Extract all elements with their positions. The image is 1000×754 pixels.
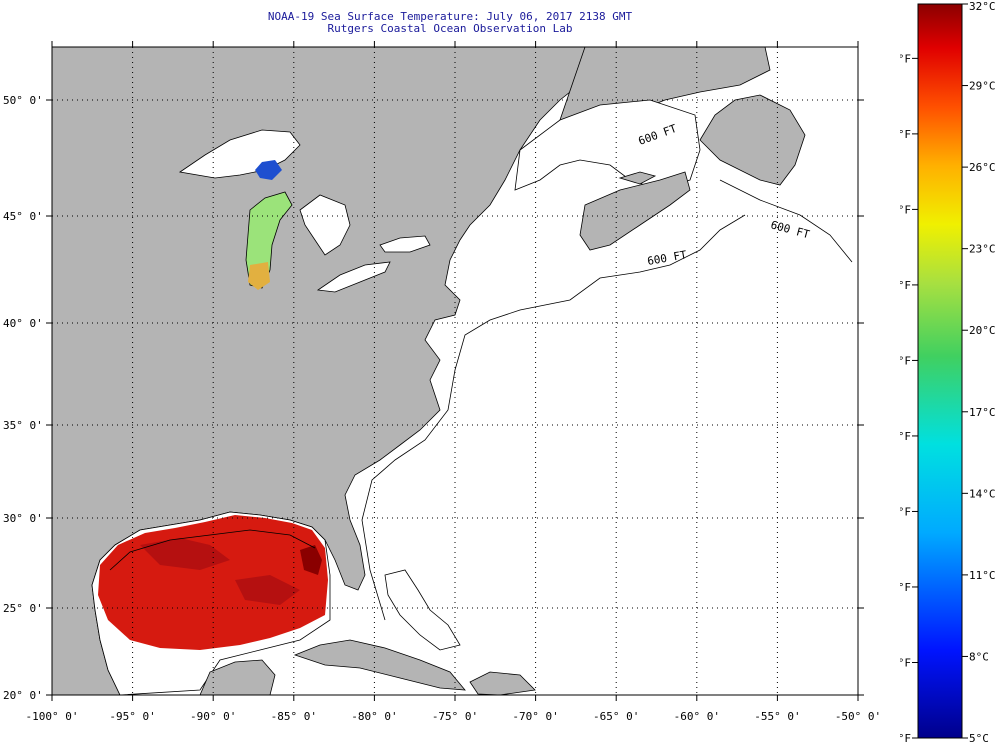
land-hispaniola: [469, 671, 536, 695]
fahrenheit-label: 76°F: [900, 203, 911, 216]
lake-superior-cold: [255, 160, 282, 180]
celsius-label: 11°C: [969, 569, 996, 582]
celsius-label: 14°C: [969, 487, 996, 500]
celsius-label: 8°C: [969, 650, 989, 663]
graticule: [52, 47, 858, 695]
land-nova-scotia: [579, 171, 691, 251]
lon-label: -85° 0': [271, 710, 317, 723]
map-ticks: [46, 41, 864, 701]
lat-label: 45° 0': [3, 210, 43, 223]
sst-map: -100° 0' -95° 0' -90° 0' -85° 0' -80° 0' -75°…: [3, 41, 881, 723]
lat-label: 20° 0': [3, 689, 43, 702]
fahrenheit-label: 51°F: [900, 581, 911, 594]
celsius-label: 29°C: [969, 80, 996, 93]
lat-label: 25° 0': [3, 602, 43, 615]
fahrenheit-label: 61°F: [900, 430, 911, 443]
shelf-contour-gulf: [109, 529, 316, 571]
lon-label: -65° 0': [593, 710, 639, 723]
lon-label: -50° 0': [835, 710, 881, 723]
colorbar-gradient: [917, 3, 963, 739]
lat-label: 40° 0': [3, 317, 43, 330]
temperature-colorbar: 32°C 29°C 26°C 23°C 20°C 17°C 14°C 11°C 8°C 5°C 86…: [900, 0, 996, 745]
fahrenheit-label: 71°F: [900, 279, 911, 292]
lon-label: -80° 0': [351, 710, 397, 723]
celsius-label: 32°C: [969, 0, 996, 13]
land-pei: [618, 171, 657, 185]
lon-label: -60° 0': [674, 710, 720, 723]
celsius-label: 17°C: [969, 406, 996, 419]
lat-label: 30° 0': [3, 512, 43, 525]
land-yucatan: [199, 659, 276, 695]
lake-ontario: [379, 235, 431, 253]
gulf-sst-hotspot: [300, 545, 322, 575]
lon-label: -70° 0': [512, 710, 558, 723]
fahrenheit-label: 86°F: [900, 52, 911, 65]
lon-label: -55° 0': [754, 710, 800, 723]
celsius-label: 26°C: [969, 161, 996, 174]
celsius-label: 5°C: [969, 732, 989, 745]
colorbar-labels: 32°C 29°C 26°C 23°C 20°C 17°C 14°C 11°C 8°C 5°C 86…: [900, 0, 996, 745]
lon-label: -90° 0': [190, 710, 236, 723]
fahrenheit-label: 41°F: [900, 732, 911, 745]
lake-erie: [316, 261, 391, 293]
lon-label: -95° 0': [109, 710, 155, 723]
fahrenheit-label: 46°F: [900, 656, 911, 669]
lon-label: -75° 0': [432, 710, 478, 723]
lat-label: 35° 0': [3, 419, 43, 432]
gulf-sst-mottle: [140, 538, 300, 605]
land-cuba: [293, 639, 466, 691]
map-title: NOAA-19 Sea Surface Temperature: July 06…: [267, 10, 633, 23]
lake-michigan-warm: [248, 262, 270, 290]
celsius-label: 20°C: [969, 324, 996, 337]
fahrenheit-label: 56°F: [900, 505, 911, 518]
map-subtitle: Rutgers Coastal Ocean Observation Lab: [327, 22, 573, 35]
shelf-contour-atlantic: [361, 214, 746, 621]
lake-huron: [299, 194, 351, 256]
lat-label: 50° 0': [3, 94, 43, 107]
lon-label: -100° 0': [26, 710, 79, 723]
shelf-contour-grand-banks: [719, 179, 853, 263]
fahrenheit-label: 66°F: [900, 354, 911, 367]
shelf-contour-bahamas: [384, 569, 461, 651]
celsius-label: 23°C: [969, 243, 996, 256]
land-newfoundland: [699, 94, 806, 186]
fahrenheit-label: 81°F: [900, 128, 911, 141]
